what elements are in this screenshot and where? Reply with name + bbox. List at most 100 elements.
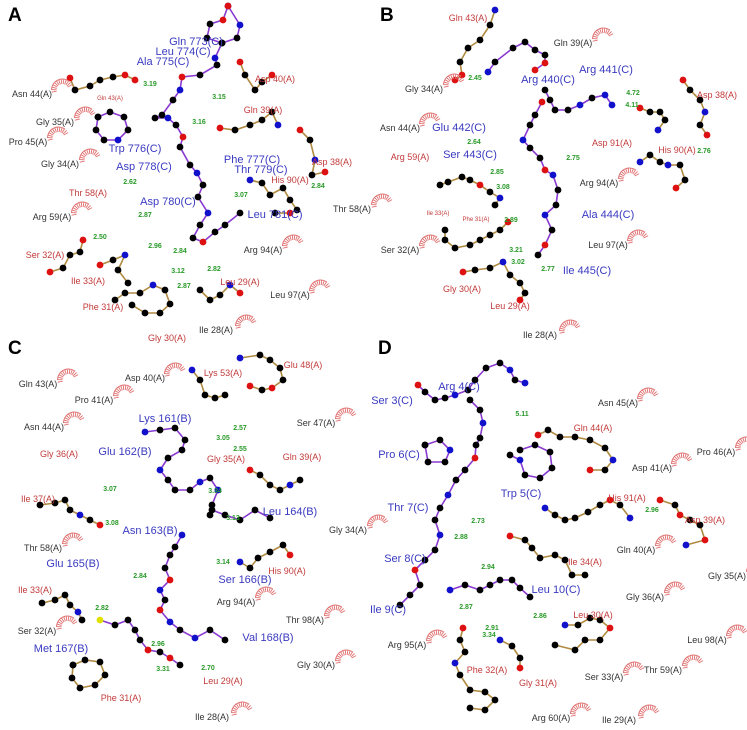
hbond-distance-label: 3.15 bbox=[212, 94, 226, 101]
carbon-atom bbox=[258, 116, 266, 124]
hydrophobic-contact-arc-icon bbox=[637, 387, 659, 402]
carbon-atom bbox=[574, 621, 582, 629]
hydrophobic-residue-label: Gly 34(A) bbox=[329, 525, 367, 535]
carbon-atom bbox=[251, 86, 259, 94]
hbond-residue-label: Gly 30(A) bbox=[148, 333, 186, 343]
oxygen-atom bbox=[411, 566, 419, 574]
carbon-atom bbox=[158, 111, 166, 119]
carbon-atom bbox=[96, 658, 104, 666]
hydrophobic-contact-arc-icon bbox=[419, 234, 441, 249]
carbon-atom bbox=[506, 451, 514, 459]
carbon-atom bbox=[266, 514, 274, 522]
carbon-atom bbox=[271, 209, 279, 217]
oxygen-atom bbox=[676, 511, 684, 519]
hydrophobic-residue-label: Leu 98(A) bbox=[687, 635, 727, 645]
carbon-atom bbox=[61, 591, 69, 599]
hbond-residue-label: His 90(A) bbox=[268, 566, 306, 576]
oxygen-atom bbox=[471, 454, 479, 462]
carbon-atom bbox=[111, 621, 119, 629]
ligand-bond bbox=[144, 427, 219, 516]
nitrogen-atom bbox=[286, 481, 294, 489]
hydrophobic-residue-label: Asp 40(A) bbox=[125, 373, 165, 383]
hydrophobic-contact-arc-icon bbox=[164, 362, 186, 377]
hbond-distance-label: 4.11 bbox=[625, 102, 638, 109]
carbon-atom bbox=[436, 504, 444, 512]
ligand-residue-label: Ile 9(C) bbox=[370, 604, 406, 616]
carbon-atom bbox=[121, 289, 129, 297]
nitrogen-atom bbox=[561, 621, 569, 629]
carbon-atom bbox=[266, 356, 274, 364]
carbon-atom bbox=[509, 44, 517, 52]
hbond-distance-label: 2.96 bbox=[151, 641, 165, 648]
hbond-distance-label: 3.02 bbox=[511, 259, 525, 266]
oxygen-atom bbox=[79, 236, 87, 244]
nitrogen-atom bbox=[636, 158, 644, 166]
oxygen-atom bbox=[538, 98, 546, 106]
carbon-atom bbox=[156, 309, 164, 317]
carbon-atom bbox=[571, 433, 579, 441]
hbond-distance-label: 3.12 bbox=[171, 268, 185, 275]
carbon-atom bbox=[552, 201, 560, 209]
carbon-atom bbox=[571, 514, 579, 522]
nitrogen-atom bbox=[191, 634, 199, 642]
hbond-distance-label: 2.91 bbox=[485, 625, 499, 632]
hbond-distance-label: 2.75 bbox=[566, 155, 580, 162]
carbon-atom bbox=[556, 433, 564, 441]
hbond-residue-label: Ile 33(A) bbox=[427, 211, 450, 217]
carbon-atom bbox=[656, 108, 664, 116]
ligand-residue-label: Pro 6(C) bbox=[378, 449, 420, 461]
carbon-atom bbox=[164, 454, 172, 462]
carbon-atom bbox=[601, 466, 609, 474]
oxygen-atom bbox=[46, 268, 54, 276]
nitrogen-atom bbox=[166, 618, 174, 626]
hydrophobic-residue-label: Gly 35(A) bbox=[708, 571, 746, 581]
hbond-distance-label: 5.11 bbox=[515, 411, 528, 418]
carbon-atom bbox=[66, 506, 74, 514]
oxygen-atom bbox=[236, 58, 244, 66]
carbon-atom bbox=[506, 271, 514, 279]
hbond-distance-label: 2.73 bbox=[471, 518, 485, 525]
hydrophobic-contact-arc-icon bbox=[57, 368, 79, 383]
nitrogen-atom bbox=[76, 511, 84, 519]
oxygen-atom bbox=[166, 654, 174, 662]
hydrophobic-contact-arc-icon bbox=[74, 106, 96, 121]
carbon-atom bbox=[254, 554, 262, 562]
hbond-residue-label: His 90(A) bbox=[271, 175, 309, 185]
carbon-atom bbox=[131, 626, 139, 634]
carbon-atom bbox=[586, 436, 594, 444]
carbon-atom bbox=[531, 111, 539, 119]
hbond-residue-label: Gly 31(A) bbox=[519, 678, 557, 688]
carbon-atom bbox=[482, 364, 490, 372]
carbon-atom bbox=[203, 34, 211, 42]
hbond-residue-label: His 90(A) bbox=[658, 145, 696, 155]
hydrophobic-residue-label: Pro 45(A) bbox=[9, 137, 48, 147]
carbon-atom bbox=[546, 448, 554, 456]
ligand-residue-label: Glu 165(B) bbox=[46, 558, 99, 570]
hydrophobic-contact-arc-icon bbox=[71, 201, 93, 216]
carbon-atom bbox=[81, 656, 89, 664]
carbon-atom bbox=[66, 601, 74, 609]
nitrogen-atom bbox=[664, 161, 672, 169]
hydrophobic-residue-label: Gln 43(A) bbox=[19, 379, 58, 389]
hydrophobic-residue-label: Gly 34(A) bbox=[41, 159, 79, 169]
nitrogen-atom bbox=[601, 91, 609, 99]
residue-bond bbox=[682, 79, 708, 136]
carbon-atom bbox=[581, 571, 589, 579]
carbon-atom bbox=[286, 196, 294, 204]
carbon-atom bbox=[156, 426, 164, 434]
ligand-residue-label: Lys 161(B) bbox=[139, 413, 192, 425]
hbond-residue-label: Ile 37(A) bbox=[21, 494, 55, 504]
carbon-atom bbox=[551, 551, 559, 559]
carbon-atom bbox=[456, 636, 464, 644]
carbon-atom bbox=[596, 636, 604, 644]
carbon-atom bbox=[671, 501, 679, 509]
hydrophobic-contact-arc-icon bbox=[255, 586, 277, 601]
oxygen-atom bbox=[516, 296, 524, 304]
hbond-distance-label: 2.55 bbox=[233, 446, 247, 453]
ligand-residue-label: Arg 4(C) bbox=[438, 381, 480, 393]
carbon-atom bbox=[196, 376, 204, 384]
hydrophobic-residue-label: Arg 95(A) bbox=[388, 640, 427, 650]
carbon-atom bbox=[586, 614, 594, 622]
hydrophobic-residue-label: Gln 40(A) bbox=[617, 545, 656, 555]
